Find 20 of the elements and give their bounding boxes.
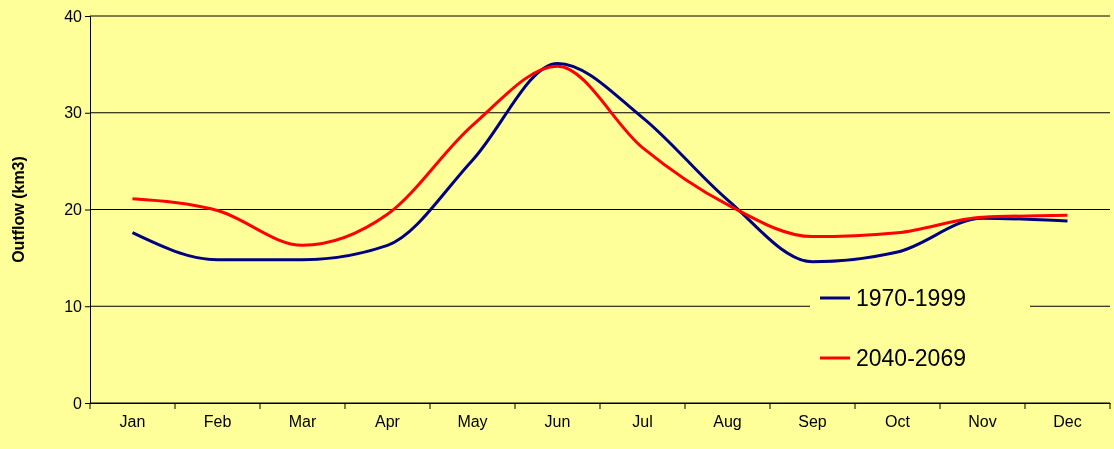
x-tick-label: May <box>457 412 488 430</box>
legend-label: 2040-2069 <box>856 345 966 371</box>
x-tick-label: Sep <box>798 412 827 430</box>
x-tick-label: Jun <box>544 412 571 430</box>
y-tick-label: 30 <box>64 104 83 122</box>
y-tick-label: 10 <box>64 297 83 315</box>
x-tick-label: Jul <box>632 412 653 430</box>
x-tick-label: Dec <box>1053 412 1082 430</box>
x-tick-label: Aug <box>713 412 742 430</box>
legend-label: 1970-1999 <box>856 285 966 311</box>
x-tick-label: Nov <box>968 412 997 430</box>
y-tick-label: 0 <box>73 394 83 412</box>
x-tick-label: Jan <box>119 412 146 430</box>
x-tick-label: Mar <box>288 412 317 430</box>
x-tick-label: Apr <box>375 412 401 430</box>
x-tick-label: Feb <box>203 412 232 430</box>
y-tick-label: 40 <box>64 7 83 25</box>
x-tick-label: Oct <box>885 412 911 430</box>
y-axis-title: Outflow (km3) <box>10 156 27 263</box>
y-tick-label: 20 <box>64 201 83 219</box>
